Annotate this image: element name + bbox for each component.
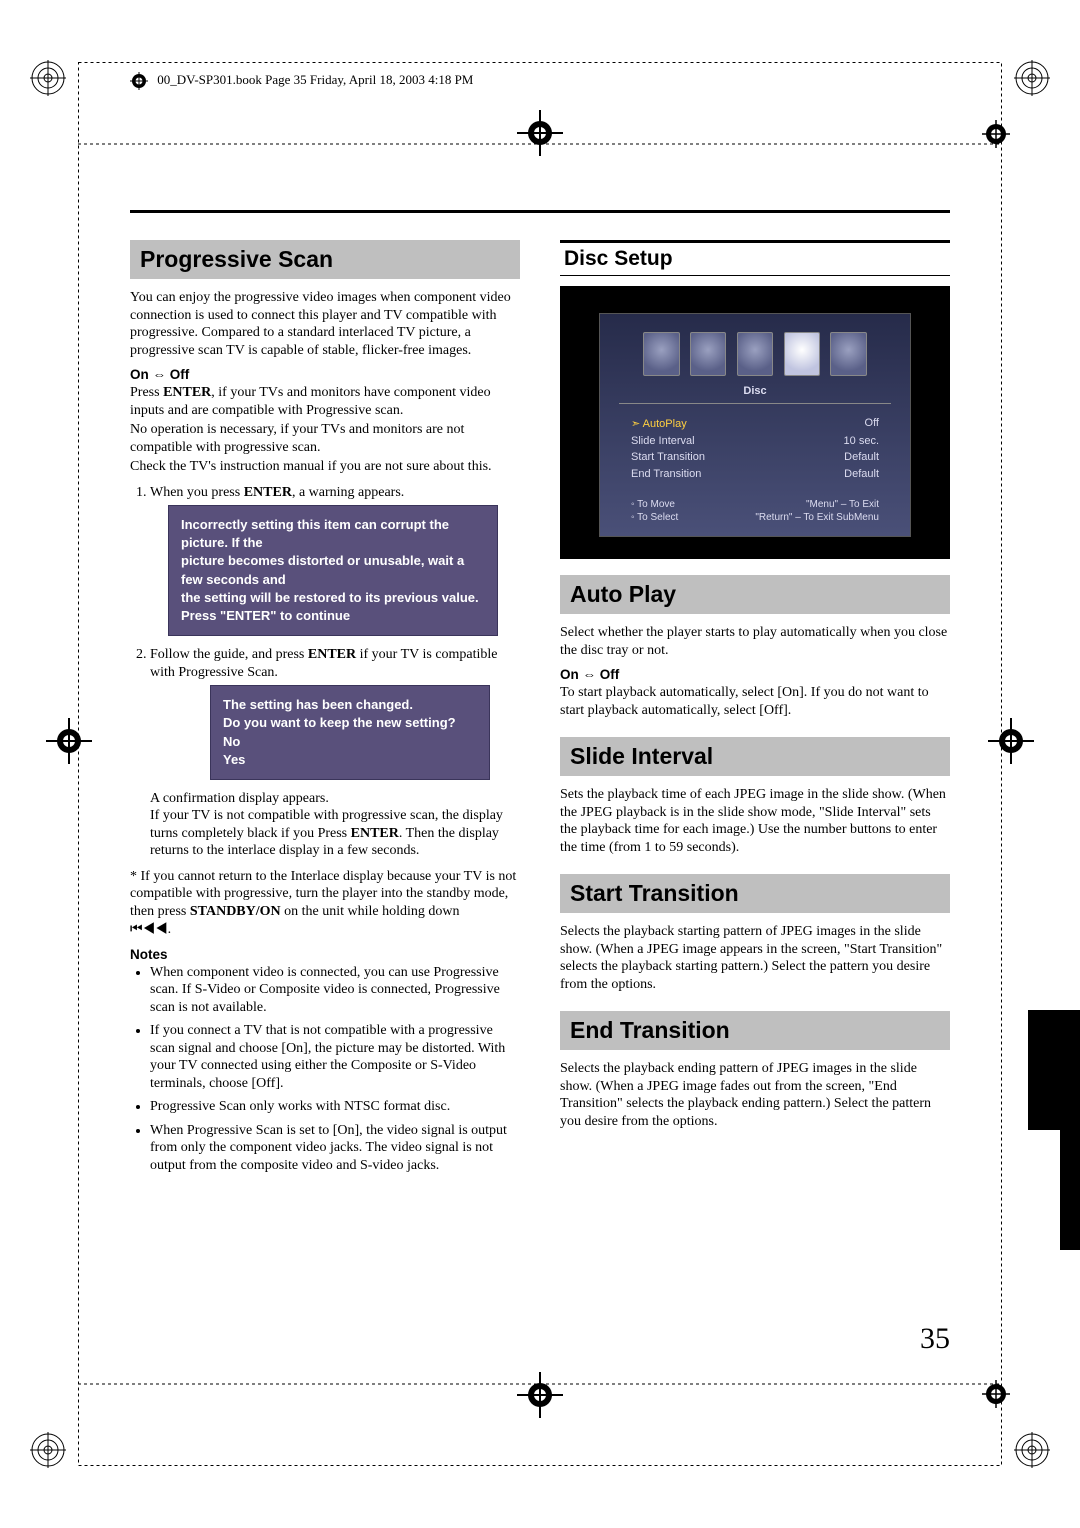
reg-mark-bottom-left (30, 1432, 66, 1468)
slide-interval-body: Sets the playback time of each JPEG imag… (560, 786, 950, 856)
prog-onoff: On ⇔ Off (130, 367, 520, 382)
page: 00_DV-SP301.book Page 35 Friday, April 1… (0, 0, 1080, 1528)
prog-p1: Press ENTER, if your TVs and monitors ha… (130, 384, 520, 419)
menu-panel: Disc AutoPlay Off Slide Interval 10 sec. S… (599, 313, 911, 537)
menu-tab-icon (830, 332, 866, 376)
prog-steps: When you press ENTER, a warning appears.… (150, 484, 520, 860)
section-auto-play: Auto Play (560, 575, 950, 614)
osd-warning-box: Incorrectly setting this item can corrup… (168, 505, 498, 636)
menu-row: Start Transition Default (631, 451, 879, 463)
section-disc-setup: Disc Setup (560, 240, 950, 276)
text: , a warning appears. (292, 485, 404, 500)
menu-footer-row: To Select "Return" – To Exit SubMenu (631, 512, 879, 523)
osd-line: Incorrectly setting this item can corrup… (181, 516, 485, 552)
menu-key: AutoPlay (631, 417, 687, 430)
notes-heading: Notes (130, 947, 520, 962)
reg-mark-top-left (30, 60, 66, 96)
menu-val: 10 sec. (844, 435, 879, 447)
prog-intro: You can enjoy the progressive video imag… (130, 289, 520, 359)
menu-row: AutoPlay Off (631, 417, 879, 430)
content-area: Progressive Scan You can enjoy the progr… (130, 240, 950, 1358)
menu-val: Default (844, 468, 879, 480)
menu-footer-val: "Return" – To Exit SubMenu (755, 512, 879, 523)
section-end-transition: End Transition (560, 1011, 950, 1050)
enter-text: ENTER (244, 485, 292, 500)
reg-mark-bottom-right (1014, 1432, 1050, 1468)
menu-footer-val: "Menu" – To Exit (806, 499, 879, 510)
start-transition-body: Selects the playback starting pattern of… (560, 923, 950, 993)
thumb-tab (1028, 1010, 1080, 1130)
page-number: 35 (920, 1322, 950, 1356)
prog-p3: Check the TV's instruction manual if you… (130, 458, 520, 476)
osd-line: Press "ENTER" to continue (181, 607, 485, 625)
content-top-rule (130, 210, 950, 213)
enter-text: ENTER (163, 385, 211, 400)
menu-footer-key: To Select (631, 512, 678, 523)
menu-tabs (625, 332, 885, 376)
enter-text: ENTER (351, 826, 399, 841)
osd-line: picture becomes distorted or unusable, w… (181, 552, 485, 588)
osd-option-no: No (223, 733, 477, 751)
menu-key: Slide Interval (631, 435, 695, 447)
text: on the unit while holding down (281, 904, 460, 919)
step-1: When you press ENTER, a warning appears.… (150, 484, 520, 637)
standby-text: STANDBY/ON (190, 904, 281, 919)
menu-row: Slide Interval 10 sec. (631, 435, 879, 447)
menu-footer-row: To Move "Menu" – To Exit (631, 499, 879, 510)
menu-screenshot: Disc AutoPlay Off Slide Interval 10 sec. S… (560, 286, 950, 559)
note-item: Progressive Scan only works with NTSC fo… (150, 1098, 520, 1116)
menu-separator (619, 403, 892, 404)
osd-line: the setting will be restored to its prev… (181, 589, 485, 607)
thumb-tab-narrow (1060, 1130, 1080, 1250)
autoplay-intro: Select whether the player starts to play… (560, 624, 950, 659)
section-start-transition: Start Transition (560, 874, 950, 913)
note-item: When Progressive Scan is set to [On], th… (150, 1122, 520, 1175)
menu-tab-label: Disc (600, 385, 910, 397)
osd-line: Do you want to keep the new setting? (223, 714, 477, 732)
menu-key: End Transition (631, 468, 701, 480)
menu-row: End Transition Default (631, 468, 879, 480)
menu-key: Start Transition (631, 451, 705, 463)
section-progressive-scan: Progressive Scan (130, 240, 520, 279)
osd-line: The setting has been changed. (223, 696, 477, 714)
menu-tab-icon (643, 332, 679, 376)
osd-option-yes: Yes (223, 751, 477, 769)
osd-confirm-box: The setting has been changed. Do you wan… (210, 685, 490, 780)
text: . (168, 922, 172, 937)
left-column: Progressive Scan You can enjoy the progr… (130, 240, 520, 1358)
menu-val: Default (844, 451, 879, 463)
text: Press (130, 385, 163, 400)
end-transition-body: Selects the playback ending pattern of J… (560, 1060, 950, 1130)
confirm-text-2: If your TV is not compatible with progre… (150, 807, 520, 860)
menu-footer: To Move "Menu" – To Exit To Select "Return… (631, 499, 879, 523)
autoplay-body: To start playback automatically, select … (560, 684, 950, 719)
confirm-text: A confirmation display appears. (150, 790, 520, 808)
reg-mark-top-right (1014, 60, 1050, 96)
menu-tab-icon (737, 332, 773, 376)
note-item: When component video is connected, you c… (150, 964, 520, 1017)
header-text: 00_DV-SP301.book Page 35 Friday, April 1… (157, 72, 473, 87)
menu-footer-key: To Move (631, 499, 675, 510)
running-header: 00_DV-SP301.book Page 35 Friday, April 1… (130, 72, 950, 90)
menu-rows: AutoPlay Off Slide Interval 10 sec. Start … (631, 414, 879, 483)
star-note: * If you cannot return to the Interlace … (130, 868, 520, 939)
notes-list: When component video is connected, you c… (150, 964, 520, 1175)
rewind-icon: ⏮◀◀ (130, 920, 168, 936)
section-slide-interval: Slide Interval (560, 737, 950, 776)
autoplay-onoff: On ⇔ Off (560, 667, 950, 682)
enter-text: ENTER (308, 647, 356, 662)
note-item: If you connect a TV that is not compatib… (150, 1022, 520, 1092)
menu-tab-icon (690, 332, 726, 376)
right-column: Disc Setup Disc AutoPlayOff Slide Interv (560, 240, 950, 1358)
menu-tab-icon-active (784, 332, 820, 376)
menu-val: Off (865, 417, 879, 430)
prog-p2: No operation is necessary, if your TVs a… (130, 421, 520, 456)
text: When you press (150, 485, 244, 500)
text: Follow the guide, and press (150, 647, 308, 662)
step-2: Follow the guide, and press ENTER if you… (150, 646, 520, 860)
